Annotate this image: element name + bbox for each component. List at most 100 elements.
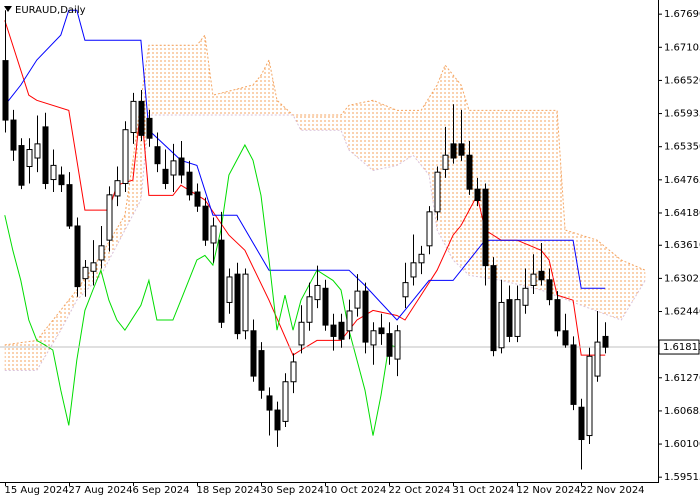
x-tick-label: 10 Oct 2024 <box>325 485 387 496</box>
candle-body <box>242 273 249 332</box>
y-tick-label: 1.60100 <box>664 439 700 450</box>
candle-body <box>122 129 129 185</box>
candle-body <box>98 245 105 261</box>
candle-body <box>594 341 601 377</box>
candle-body <box>506 299 513 337</box>
last-price-box <box>658 339 700 355</box>
candle-body <box>570 344 577 405</box>
candle-body <box>186 171 193 196</box>
candle-body <box>362 290 369 343</box>
candle-body <box>10 119 17 151</box>
candle-body <box>130 100 137 134</box>
x-tick-label: 12 Nov 2024 <box>517 485 581 496</box>
candle-body <box>434 171 441 213</box>
candle-body <box>562 330 569 346</box>
candle-body <box>490 265 497 352</box>
candle-body <box>578 406 585 441</box>
y-tick-label: 1.63025 <box>664 273 700 284</box>
x-tick-label: 30 Sep 2024 <box>261 485 324 496</box>
candle-body <box>82 266 89 280</box>
y-tick-label: 1.66520 <box>664 75 700 86</box>
candle-body <box>282 381 289 422</box>
y-tick-label: 1.65935 <box>664 109 700 120</box>
candle-body <box>250 330 257 377</box>
candle-body <box>522 287 529 306</box>
x-tick-label: 22 Nov 2024 <box>581 485 645 496</box>
candle-body <box>306 296 313 323</box>
candle-body <box>34 143 41 159</box>
y-tick-label: 1.63610 <box>664 240 700 251</box>
y-tick-label: 1.67690 <box>664 9 700 20</box>
candle-body <box>138 100 145 136</box>
x-tick-label: 31 Oct 2024 <box>453 485 515 496</box>
candle-body <box>418 253 425 264</box>
candle-body <box>90 262 97 272</box>
candle-body <box>450 143 457 159</box>
candle-body <box>50 164 57 181</box>
candle-body <box>402 282 409 298</box>
candle-body <box>386 333 393 357</box>
candle-body <box>410 262 417 278</box>
candle-body <box>58 174 65 186</box>
candle-body <box>298 321 305 346</box>
candle-body <box>546 279 553 301</box>
candle-body <box>338 321 345 340</box>
y-tick-label: 1.59515 <box>664 472 700 483</box>
y-tick-label: 1.67105 <box>664 42 700 53</box>
candle-body <box>330 324 337 337</box>
candle-body <box>66 184 73 227</box>
candle-body <box>370 330 377 346</box>
candle-body <box>538 270 545 281</box>
candle-body <box>394 330 401 360</box>
candle-body <box>426 211 433 247</box>
candle-body <box>2 60 9 121</box>
candle-body <box>258 350 265 391</box>
candle-body <box>210 225 217 244</box>
candle-body <box>354 290 361 309</box>
x-tick-label: 27 Aug 2024 <box>69 485 133 496</box>
x-tick-label: 6 Sep 2024 <box>133 485 190 496</box>
y-tick-label: 1.60685 <box>664 406 700 417</box>
candle-body <box>346 310 353 332</box>
candle-body <box>170 160 177 176</box>
indicator-line <box>4 143 398 436</box>
x-tick-label: 18 Sep 2024 <box>197 485 260 496</box>
candle-body <box>498 301 505 349</box>
candle-body <box>458 143 465 156</box>
candle-body <box>106 194 113 241</box>
candle-body <box>290 361 297 383</box>
candle-body <box>226 276 233 303</box>
candle-body <box>146 117 153 139</box>
candle-body <box>466 154 473 190</box>
candle-body <box>602 335 609 348</box>
candle-body <box>482 188 489 267</box>
candle-body <box>234 273 241 335</box>
candle-body <box>378 327 385 335</box>
y-tick-label: 1.64765 <box>664 175 700 186</box>
y-tick-label: 1.65350 <box>664 142 700 153</box>
title-icon <box>4 6 12 12</box>
candle-body <box>18 145 25 186</box>
candle-body <box>178 157 185 176</box>
indicator-line <box>4 9 606 321</box>
cloud-fill <box>4 35 646 371</box>
x-tick-label: 22 Oct 2024 <box>389 485 451 496</box>
y-tick-label: 1.64180 <box>664 208 700 219</box>
candle-layer <box>2 10 609 470</box>
candle-body <box>322 287 329 326</box>
candle-body <box>442 154 449 170</box>
candle-body <box>194 191 201 207</box>
x-tick-label: 15 Aug 2024 <box>5 485 69 496</box>
candle-body <box>266 395 273 411</box>
candle-body <box>114 180 121 197</box>
candle-body <box>554 299 561 332</box>
candle-body <box>314 284 321 301</box>
candle-body <box>202 205 209 241</box>
candle-body <box>154 146 161 165</box>
candle-body <box>74 225 81 288</box>
last-price-label: 1.61813 <box>663 342 700 353</box>
candle-body <box>274 409 281 431</box>
